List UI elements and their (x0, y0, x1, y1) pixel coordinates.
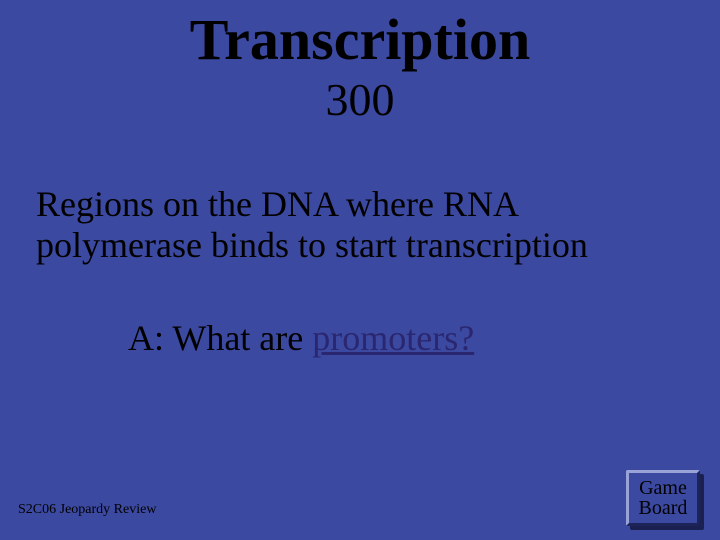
footer-label: S2C06 Jeopardy Review (18, 502, 156, 518)
game-board-button[interactable]: Game Board (626, 470, 700, 526)
game-board-button-label: Game Board (626, 478, 700, 518)
answer-term: promoters? (312, 318, 474, 358)
category-title: Transcription (0, 0, 720, 71)
answer-line: A: What are promoters? (0, 317, 720, 359)
jeopardy-slide: Transcription 300 Regions on the DNA whe… (0, 0, 720, 540)
point-value: 300 (0, 73, 720, 126)
clue-text: Regions on the DNA where RNA polymerase … (0, 184, 720, 267)
answer-prefix: A: What are (128, 318, 312, 358)
